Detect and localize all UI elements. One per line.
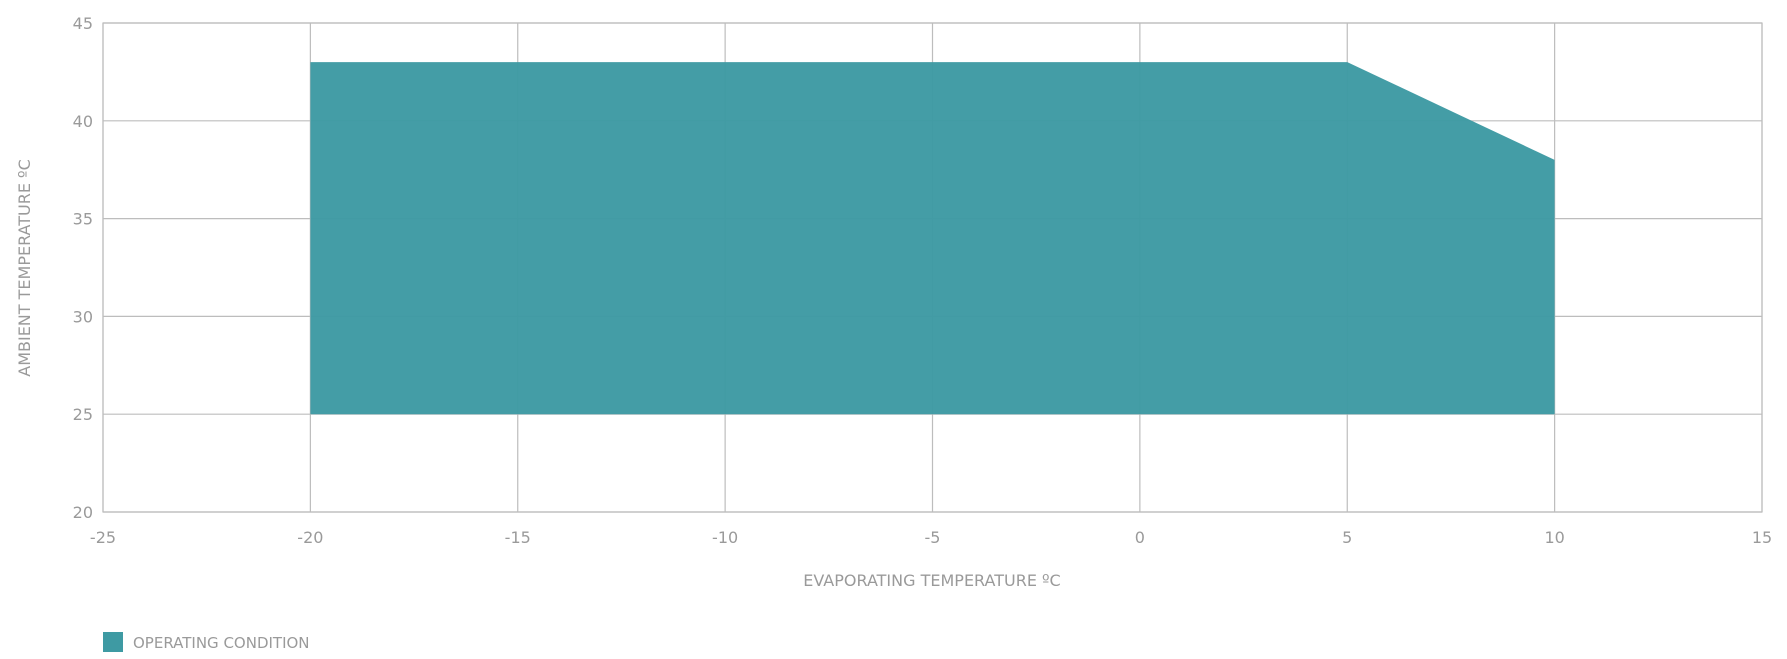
- x-tick-label: -15: [505, 528, 531, 547]
- x-tick-label: 10: [1544, 528, 1564, 547]
- series-layer: [310, 62, 1555, 415]
- y-tick-label: 40: [73, 112, 93, 131]
- legend-label: OPERATING CONDITION: [133, 634, 310, 652]
- x-axis-ticks: -25 -20 -15 -10 -5 0 5 10 15: [90, 528, 1772, 547]
- x-tick-label: -10: [712, 528, 738, 547]
- x-tick-label: 0: [1135, 528, 1145, 547]
- x-tick-label: -20: [297, 528, 323, 547]
- x-tick-label: 15: [1752, 528, 1772, 547]
- y-tick-label: 20: [73, 503, 93, 522]
- legend[interactable]: OPERATING CONDITION: [103, 632, 310, 652]
- y-axis-ticks: 20 25 30 35 40 45: [73, 14, 93, 522]
- x-axis-title: EVAPORATING TEMPERATURE ºC: [803, 571, 1060, 590]
- y-tick-label: 25: [73, 405, 93, 424]
- legend-swatch: [103, 632, 123, 652]
- y-tick-label: 30: [73, 307, 93, 326]
- plot-border: [102, 22, 1763, 513]
- x-tick-label: -25: [90, 528, 116, 547]
- plot-frame: [102, 22, 1763, 513]
- x-tick-label: -5: [925, 528, 941, 547]
- y-axis-title: AMBIENT TEMPERATURE ºC: [15, 159, 34, 377]
- y-tick-label: 45: [73, 14, 93, 33]
- operating-condition-area: [310, 62, 1555, 415]
- x-tick-label: 5: [1342, 528, 1352, 547]
- y-tick-label: 35: [73, 210, 93, 229]
